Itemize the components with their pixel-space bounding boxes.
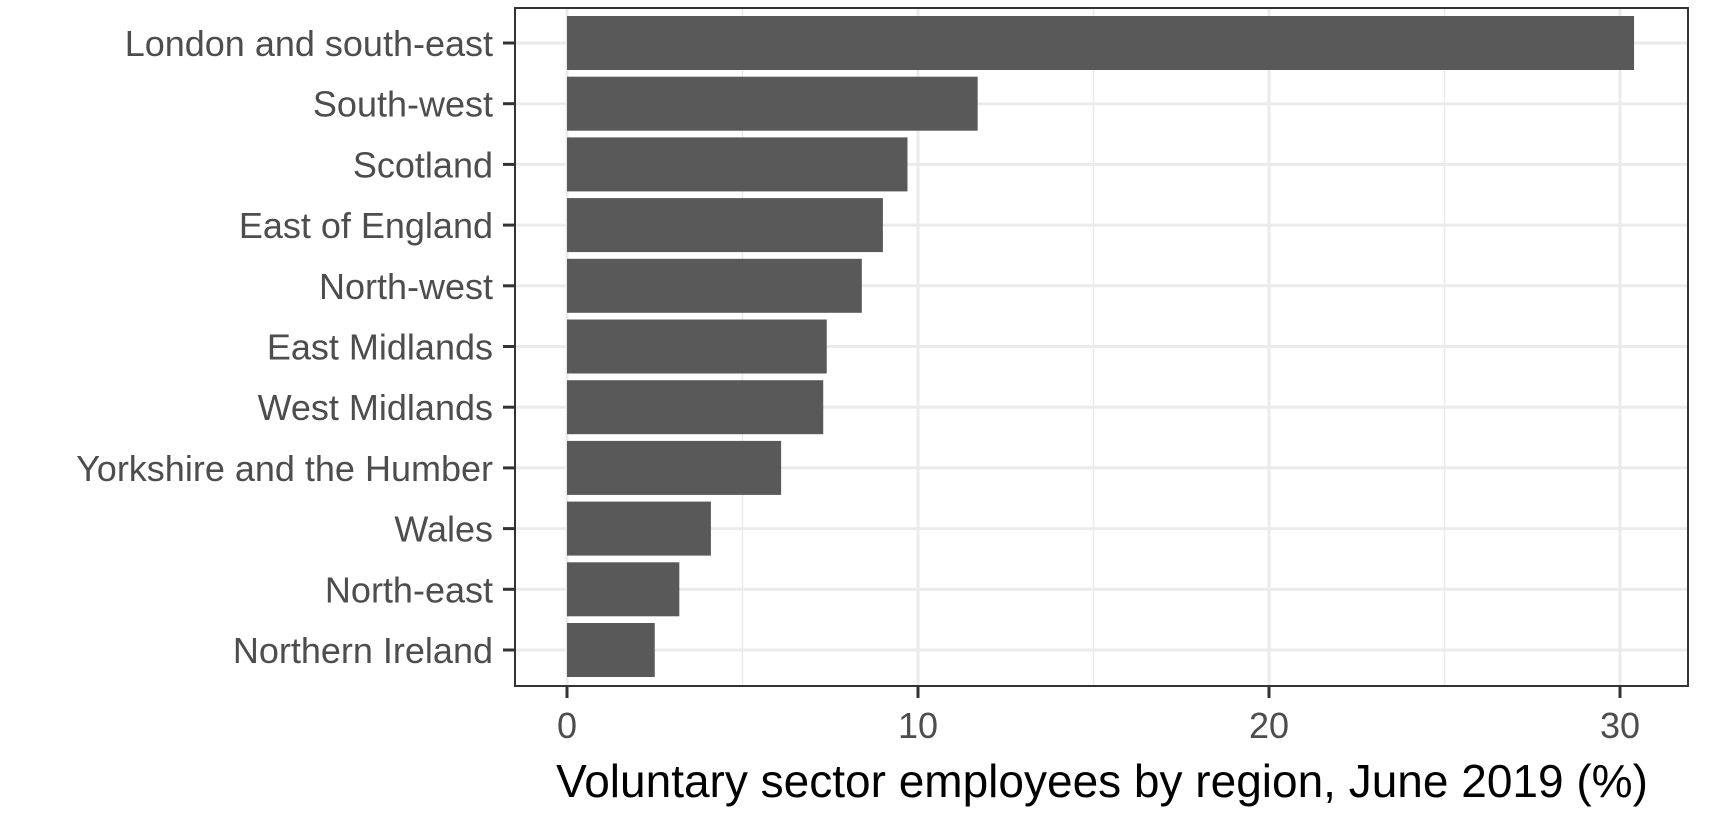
x-tick-label: 0	[557, 705, 577, 746]
x-tick-label: 10	[898, 705, 938, 746]
bar-north-west	[567, 258, 862, 313]
y-tick-label: West Midlands	[258, 387, 493, 428]
y-tick-label: Northern Ireland	[233, 630, 493, 671]
x-axis-title: Voluntary sector employees by region, Ju…	[556, 755, 1648, 807]
y-tick-label: South-west	[313, 84, 493, 125]
bar-scotland	[567, 137, 908, 192]
bar-yorkshire-and-the-humber	[567, 440, 782, 495]
y-tick-label: Scotland	[353, 144, 493, 185]
y-tick-label: East Midlands	[267, 327, 493, 368]
y-tick-label: London and south-east	[125, 23, 493, 64]
bar-north-east	[567, 562, 680, 617]
bar-wales	[567, 501, 711, 556]
y-tick-label: North-west	[319, 266, 493, 307]
bar-east-midlands	[567, 319, 827, 374]
bar-northern-ireland	[567, 623, 655, 677]
bar-east-of-england	[567, 198, 883, 253]
bar-west-midlands	[567, 380, 824, 435]
y-tick-label: Wales	[394, 509, 493, 550]
x-tick-label: 30	[1600, 705, 1640, 746]
bar-south-west	[567, 76, 978, 131]
x-tick-label: 20	[1249, 705, 1289, 746]
bar-london-and-south-east	[567, 16, 1635, 70]
y-tick-label: North-east	[325, 569, 493, 610]
bar-layer	[567, 16, 1635, 677]
axis-layer: London and south-east South-west Scotland E…	[76, 23, 1640, 746]
y-tick-label: East of England	[239, 205, 493, 246]
y-tick-label: Yorkshire and the Humber	[76, 448, 493, 489]
